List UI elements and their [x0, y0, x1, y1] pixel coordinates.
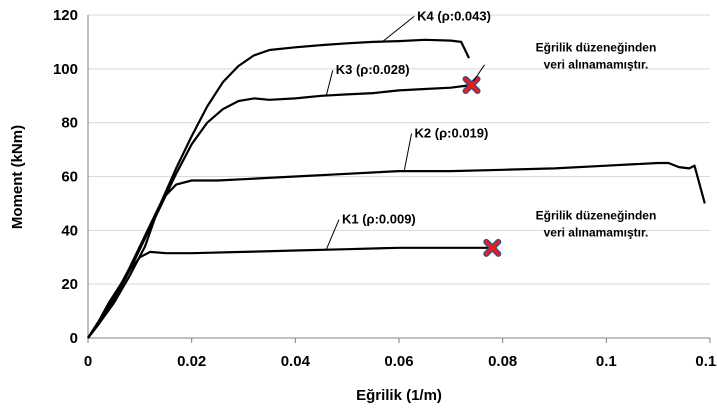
series-leader-line [403, 133, 413, 172]
series-line-k4 [87, 38, 470, 339]
x-tick-label: 0 [84, 353, 92, 370]
x-axis-title: Eğrilik (1/m) [356, 387, 442, 404]
red-x-marker-fill [463, 77, 480, 93]
x-tick-label: 0.1 [596, 353, 617, 370]
red-x-marker-fill [484, 240, 501, 256]
labels: K4 (ρ:0.043) K3 (ρ:0.028) K2 (ρ:0.019) K1 (… [325, 8, 657, 250]
series-line-k1 [87, 246, 493, 339]
series-leader-line [325, 219, 340, 250]
series-line-k2 [87, 161, 706, 339]
y-tick-label: 60 [61, 169, 78, 186]
grid [88, 14, 710, 285]
series-leader-line [325, 70, 334, 96]
series-label: K3 (ρ:0.028) [336, 62, 410, 77]
annotation-note-line: veri alınamamıştır. [544, 57, 649, 71]
annotation-note-line: Eğrilik düzeneğinden [536, 209, 657, 223]
note-leader-line [473, 64, 485, 82]
x-tick-label: 0.02 [177, 353, 206, 370]
x-tick-label: 0.12 [695, 353, 717, 370]
y-tick-label: 120 [53, 7, 78, 24]
y-tick-label: 0 [70, 330, 78, 347]
markers [462, 75, 502, 257]
x-tick-label: 0.06 [384, 353, 413, 370]
annotation-note-line: veri alınamamıştır. [544, 226, 649, 240]
x-tick-label: 0.08 [488, 353, 517, 370]
annotation-note-line: Eğrilik düzeneğinden [536, 40, 657, 54]
series-leader-line [383, 15, 415, 42]
y-tick-label: 40 [61, 222, 78, 239]
y-tick-label: 80 [61, 115, 78, 132]
y-tick-label: 100 [53, 61, 78, 78]
series-label: K2 (ρ:0.019) [415, 125, 489, 140]
ticks: 0 20 40 60 80 100 120 0 0.02 0.04 0.06 0.08 0.1 0.12 [53, 7, 717, 370]
series-label: K4 (ρ:0.043) [417, 8, 491, 23]
y-axis-title: Moment (kNm) [9, 125, 26, 229]
y-tick-label: 20 [61, 276, 78, 293]
series-line-k3 [87, 83, 472, 339]
series-label: K1 (ρ:0.009) [342, 212, 416, 227]
series [87, 38, 706, 339]
x-tick-label: 0.04 [281, 353, 311, 370]
